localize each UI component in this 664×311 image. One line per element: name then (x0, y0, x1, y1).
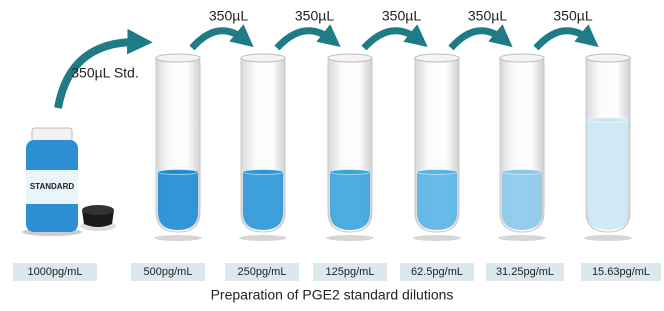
concentration-label: 31.25pg/mL (496, 266, 554, 278)
tube-liquid (588, 120, 628, 230)
liquid-surface (158, 170, 198, 175)
transfer-label: 350µL (209, 8, 248, 24)
liquid-surface (243, 170, 283, 175)
concentration-label: 125pg/mL (326, 266, 375, 278)
tube-liquid (502, 172, 542, 230)
transfer-label: 350µL Std. (71, 65, 138, 81)
transfer-label: 350µL (553, 8, 592, 24)
test-tube (584, 54, 632, 241)
tube-shadow (154, 235, 202, 241)
liquid-surface (417, 170, 457, 175)
tube-rim (415, 54, 459, 62)
tube-rim (156, 54, 200, 62)
concentration-label: 1000pg/mL (27, 266, 82, 278)
bottle-label: STANDARD (30, 182, 75, 191)
transfer-arrow (192, 31, 245, 48)
transfer-label: 350µL (382, 8, 421, 24)
caption: Preparation of PGE2 standard dilutions (211, 287, 454, 303)
concentration-label: 250pg/mL (238, 266, 287, 278)
concentration-label: 500pg/mL (144, 266, 193, 278)
standard-bottle: STANDARD (22, 128, 82, 236)
transfer-arrow (536, 31, 590, 48)
transfer-arrow (451, 31, 504, 48)
concentration-label: 62.5pg/mL (411, 266, 463, 278)
test-tube (326, 54, 374, 241)
transfer-arrow (277, 31, 332, 48)
tube-shadow (584, 235, 632, 241)
tube-liquid (243, 172, 283, 230)
transfer-label: 350µL (468, 8, 507, 24)
liquid-surface (588, 118, 628, 123)
test-tube (239, 54, 287, 241)
tube-liquid (158, 172, 198, 230)
tube-rim (586, 54, 630, 62)
concentration-label: 15.63pg/mL (592, 266, 650, 278)
liquid-surface (502, 170, 542, 175)
tube-liquid (330, 172, 370, 230)
test-tube (154, 54, 202, 241)
tube-shadow (498, 235, 546, 241)
tube-shadow (326, 235, 374, 241)
liquid-surface (330, 170, 370, 175)
transfer-arrow (364, 31, 419, 48)
test-tube (498, 54, 546, 241)
transfer-label: 350µL (295, 8, 334, 24)
diagram: STANDARD Preparation of PGE2 standard di… (0, 0, 664, 306)
tube-liquid (417, 172, 457, 230)
tube-shadow (239, 235, 287, 241)
test-tube (413, 54, 461, 241)
tube-shadow (413, 235, 461, 241)
bottle-cap (80, 205, 116, 231)
tube-rim (500, 54, 544, 62)
tube-rim (241, 54, 285, 62)
tube-rim (328, 54, 372, 62)
